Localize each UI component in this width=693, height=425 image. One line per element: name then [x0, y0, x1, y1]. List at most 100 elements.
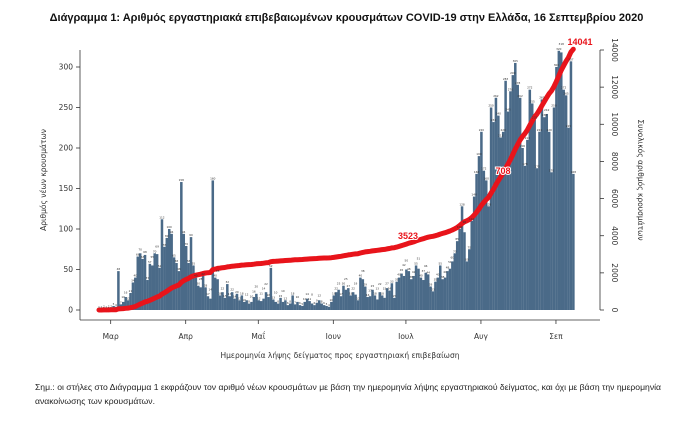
- bar-value-label: 100: [457, 225, 463, 229]
- bar-value-label: 12: [126, 296, 130, 300]
- bar: [424, 272, 428, 310]
- bar: [310, 303, 314, 310]
- bar: [535, 168, 539, 310]
- bar-value-label: 160: [210, 176, 216, 180]
- bar-value-label: 4: [328, 303, 330, 307]
- bar: [143, 254, 147, 310]
- bar: [552, 107, 556, 310]
- bar-labels-group: 1 1 2 1 2 25 448710161221344066706368375755706…: [98, 42, 576, 309]
- cumulative-point: [546, 91, 552, 96]
- bar: [506, 111, 510, 310]
- bar-value-label: 160: [484, 176, 490, 180]
- bar: [492, 122, 495, 310]
- bar-value-label: 2: [103, 304, 105, 308]
- bar-value-label: 213: [498, 133, 504, 137]
- y2-tick-label: 10000: [610, 112, 619, 136]
- bar: [240, 295, 244, 310]
- y2-tick-label: 14000: [610, 38, 619, 62]
- bar: [409, 279, 413, 310]
- bar: [264, 292, 268, 310]
- bar-value-label: 15: [223, 294, 227, 298]
- cumulative-point: [496, 178, 501, 183]
- bar-value-label: 128: [459, 202, 465, 206]
- bar: [523, 165, 527, 310]
- bar: [322, 305, 326, 310]
- bar: [121, 301, 125, 310]
- bar: [318, 300, 321, 310]
- bar-value-label: 20: [235, 290, 239, 294]
- bar-value-label: 10: [281, 289, 285, 293]
- bar-value-label: 270: [508, 87, 514, 91]
- bar-value-label: 55: [192, 261, 196, 265]
- bar: [262, 298, 265, 310]
- bar-value-label: 70: [453, 249, 457, 253]
- bar: [545, 113, 549, 310]
- cumulative-point: [549, 88, 554, 93]
- bar-value-label: 220: [500, 128, 506, 132]
- bar-value-label: 232: [491, 118, 497, 122]
- cumulative-point: [556, 73, 561, 79]
- bar: [172, 257, 176, 310]
- bar: [211, 180, 215, 310]
- bar-value-label: 10: [250, 294, 254, 298]
- bar: [557, 50, 561, 311]
- bar: [325, 305, 328, 310]
- bar-value-label: 15: [383, 287, 387, 291]
- bar: [482, 170, 486, 310]
- bar: [293, 304, 297, 310]
- bar: [497, 115, 500, 310]
- bar: [279, 297, 282, 310]
- bar-value-label: 44: [426, 270, 430, 274]
- bar: [412, 275, 415, 310]
- bar-value-label: 22: [378, 282, 382, 286]
- x-tick-label: Σεπ: [549, 332, 563, 341]
- bar-value-label: 48: [177, 267, 181, 271]
- bar: [540, 99, 544, 311]
- bar-value-label: 48: [117, 267, 121, 271]
- bar: [390, 283, 394, 310]
- cumulative-point: [476, 206, 482, 212]
- bar-value-label: 18: [291, 291, 295, 295]
- y2-tick-label: 2000: [610, 263, 619, 282]
- bar: [296, 301, 299, 310]
- bar: [521, 148, 524, 310]
- bar-value-label: 220: [546, 128, 552, 132]
- bar-value-label: 190: [476, 152, 482, 156]
- bar: [395, 281, 398, 310]
- bar-value-label: 290: [510, 71, 516, 75]
- bar: [177, 271, 181, 310]
- bar: [228, 296, 231, 310]
- bar: [303, 301, 307, 310]
- bar-value-label: 45: [400, 268, 404, 272]
- cumulative-point: [486, 195, 491, 200]
- cumulative-point: [491, 186, 496, 192]
- cumulative-point: [561, 63, 566, 68]
- bar: [499, 137, 503, 310]
- bar-value-label: 260: [539, 95, 545, 99]
- bar: [359, 277, 362, 310]
- bar: [286, 305, 290, 310]
- bar: [315, 302, 319, 310]
- bar-value-label: 40: [419, 274, 423, 278]
- bar: [366, 297, 369, 310]
- bar-value-label: 4: [115, 303, 117, 307]
- bar-value-label: 318: [559, 42, 565, 46]
- bar: [259, 301, 263, 310]
- bar-value-label: 60: [451, 256, 455, 260]
- cumulative-point: [527, 123, 532, 128]
- bar-value-label: 225: [566, 124, 572, 128]
- cumulative-point: [525, 127, 530, 133]
- bar-value-label: 20: [255, 284, 259, 288]
- bar-value-label: 40: [397, 273, 401, 277]
- footnote: Σημ.: οι στήλες στο Διάγραμμα 1 εκφράζου…: [35, 382, 661, 406]
- bar-value-label: 128: [486, 202, 492, 206]
- bar-value-label: 40: [194, 274, 198, 278]
- bar: [255, 293, 258, 310]
- bar: [356, 300, 360, 310]
- bar: [351, 292, 355, 310]
- bar: [538, 131, 541, 310]
- bar: [484, 180, 488, 310]
- bar-value-label: 238: [542, 113, 548, 117]
- y-tick-label: 200: [59, 144, 74, 153]
- bar-value-label: 89: [165, 234, 169, 238]
